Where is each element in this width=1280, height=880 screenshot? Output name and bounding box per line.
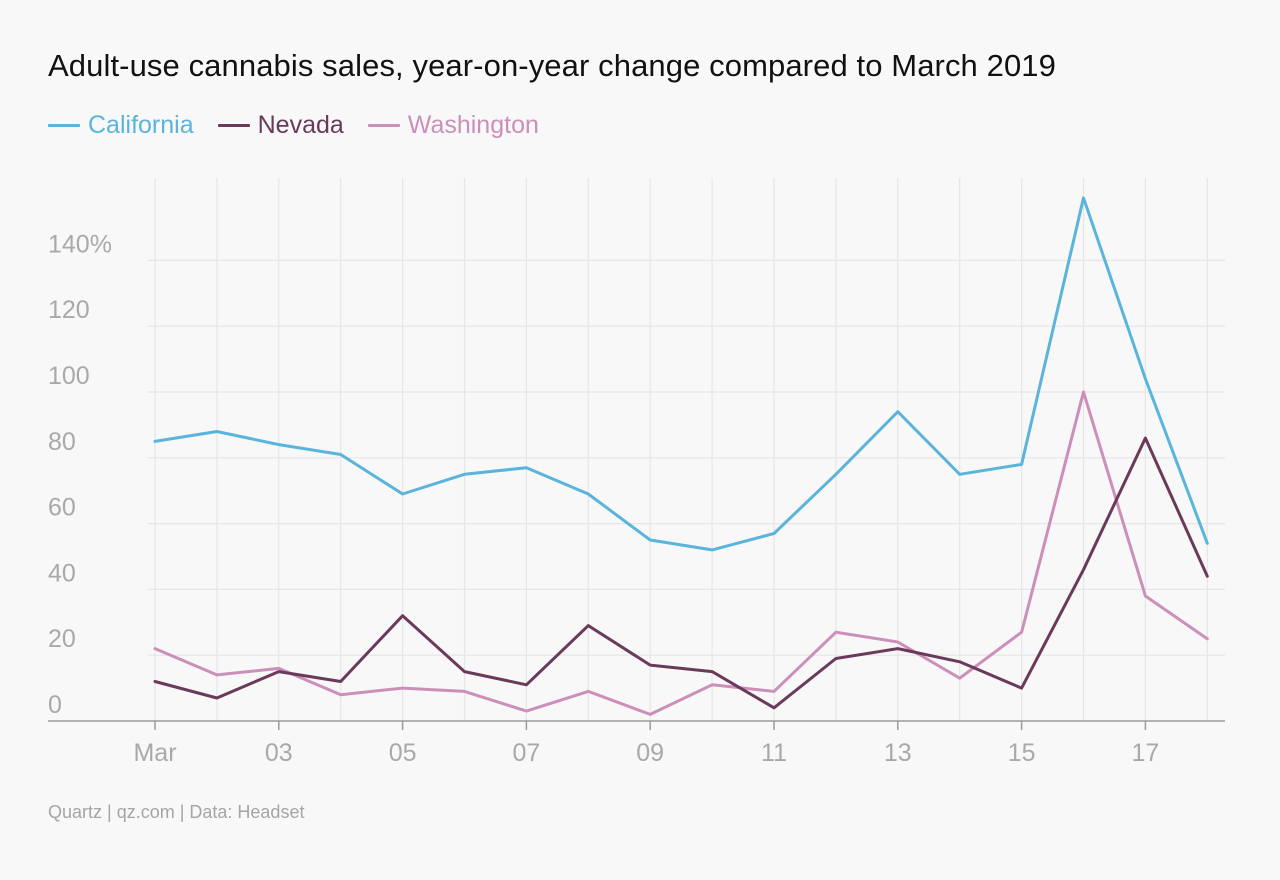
y-tick-label-1: 20 [48, 625, 76, 653]
x-tick-label-8: 17 [1131, 739, 1159, 767]
source-note: Quartz | qz.com | Data: Headset [48, 802, 305, 822]
y-tick-label-7: 140% [48, 230, 112, 258]
chart-title: Adult-use cannabis sales, year-on-year c… [48, 48, 1056, 83]
x-tick-label-5: 11 [761, 739, 787, 767]
y-tick-label-5: 100 [48, 362, 90, 390]
legend-label-washington: Washington [407, 110, 539, 139]
y-tick-label-0: 0 [48, 691, 62, 719]
series-line-nevada [153, 436, 1209, 710]
legend-item-washington: Washington [367, 110, 539, 140]
legend-swatch-nevada [217, 123, 250, 127]
y-tick-label-6: 120 [48, 296, 90, 324]
chart-legend: California Nevada Washington [48, 108, 539, 142]
x-tick-label-1: 03 [265, 739, 293, 767]
legend-label-nevada: Nevada [257, 110, 344, 139]
legend-swatch-california [48, 123, 80, 127]
x-tick-label-2: 05 [389, 739, 417, 767]
x-tick-label-3: 07 [512, 739, 540, 767]
series-line-california [153, 196, 1209, 552]
y-tick-label-4: 80 [48, 428, 76, 456]
legend-item-california: California [48, 111, 194, 140]
x-tick-label-0: Mar [133, 739, 176, 767]
y-tick-label-3: 60 [48, 494, 76, 522]
legend-item-nevada: Nevada [217, 110, 344, 140]
x-tick-label-6: 13 [884, 739, 912, 767]
legend-label-california: California [88, 110, 194, 139]
x-tick-label-4: 09 [636, 739, 664, 767]
x-tick-label-7: 15 [1008, 739, 1036, 767]
legend-swatch-washington [367, 123, 400, 127]
series-line-washington [153, 390, 1209, 716]
y-tick-label-2: 40 [48, 559, 76, 587]
